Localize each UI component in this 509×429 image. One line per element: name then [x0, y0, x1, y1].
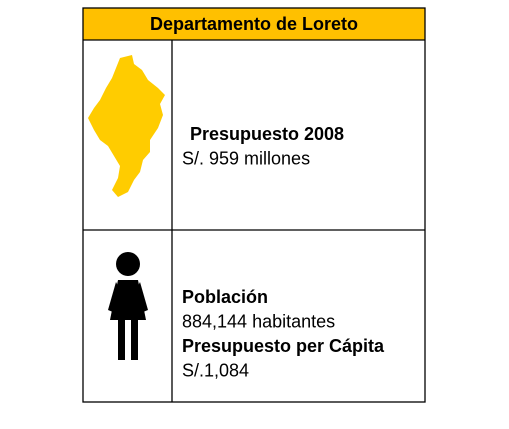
header-title: Departamento de Loreto — [150, 14, 358, 34]
value: S/. 959 millones — [182, 148, 310, 168]
table-grid — [82, 7, 426, 403]
loreto-map — [88, 55, 165, 197]
label: Presupuesto per Cápita — [182, 336, 385, 356]
value: 884,144 habitantes — [182, 311, 335, 331]
label: Población — [182, 287, 268, 307]
woman-icon — [108, 252, 148, 360]
label: Presupuesto 2008 — [190, 124, 344, 144]
header-background — [83, 8, 425, 40]
value: S/.1,084 — [182, 360, 249, 380]
